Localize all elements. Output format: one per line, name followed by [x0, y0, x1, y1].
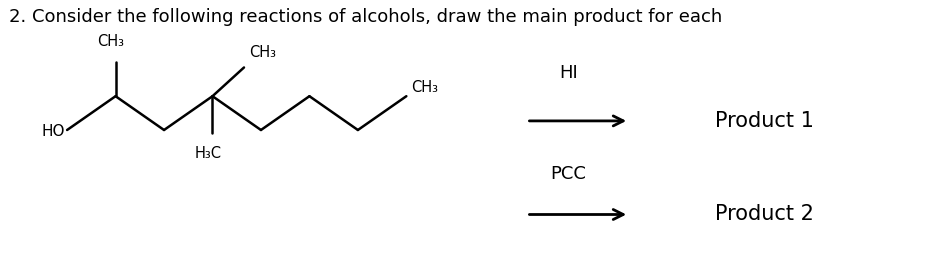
Text: CH₃: CH₃ — [249, 45, 276, 60]
Text: CH₃: CH₃ — [411, 80, 438, 95]
Text: Product 1: Product 1 — [715, 111, 814, 131]
Text: H₃C: H₃C — [195, 146, 221, 161]
Text: PCC: PCC — [551, 165, 586, 183]
Text: Product 2: Product 2 — [715, 205, 814, 224]
Text: 2. Consider the following reactions of alcohols, draw the main product for each: 2. Consider the following reactions of a… — [9, 8, 722, 26]
Text: HI: HI — [559, 64, 578, 82]
Text: HO: HO — [42, 124, 65, 139]
Text: CH₃: CH₃ — [98, 34, 124, 49]
